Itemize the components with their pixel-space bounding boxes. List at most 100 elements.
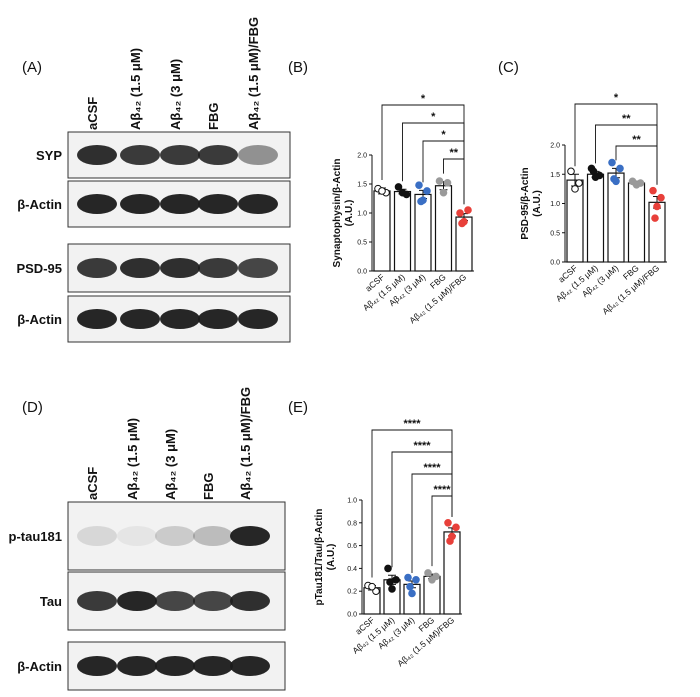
significance-label: * [431,111,436,123]
data-point [439,188,448,197]
blot-band [77,591,117,611]
bar [607,172,625,263]
y-tick-label: 1.0 [550,201,560,208]
data-point [608,158,616,167]
blot-band [77,145,117,165]
significance-bracket [431,495,453,567]
data-point [567,167,575,176]
data-point [443,179,452,187]
blot-band [160,194,200,214]
blot-band [193,591,233,611]
data-point [649,186,657,195]
significance-label: * [421,93,426,105]
blot-band [238,309,278,329]
blot-band [117,591,157,611]
significance-label: **** [423,462,441,474]
lane-label: Aβ₄₂ (3 μM) [163,429,178,500]
panel-label: (D) [22,399,43,416]
significance-bracket [402,122,465,205]
blot-band [160,309,200,329]
significance-label: * [441,129,446,141]
blot-band [193,656,233,676]
y-tick-label: 1.0 [357,211,367,218]
row-label: β-Actin [17,312,62,327]
y-axis-label: (A.U.) [326,544,337,571]
data-point [408,589,416,598]
blot-band [120,258,160,278]
data-point [424,569,432,577]
blot-band [155,526,195,546]
data-point [368,582,376,591]
data-point [394,183,403,191]
blot-band [238,145,278,165]
data-point [657,193,665,202]
blot-band [238,258,278,278]
data-point [653,202,661,211]
lane-label: FBG [201,473,216,500]
data-point [417,197,425,206]
data-point [452,523,460,532]
y-tick-label: 1.5 [357,182,367,189]
blot-band [155,656,195,676]
data-point [464,206,472,214]
data-point [398,188,407,197]
data-point [406,582,414,591]
blot-band [77,194,117,214]
data-point [388,585,396,593]
lane-label: Aβ₄₂ (1.5 μM)/FBG [246,17,261,130]
data-point [384,564,392,573]
lane-label: Aβ₄₂ (1.5 μM)/FBG [238,387,253,500]
blot-band [155,591,195,611]
blot-band [77,258,117,278]
data-point [423,187,431,195]
y-tick-label: 0.6 [347,543,357,550]
y-tick-label: 0.2 [347,589,357,596]
blot-band [198,194,238,214]
row-label: β-Actin [17,197,62,212]
row-label: β-Actin [17,659,62,674]
blot-band [230,656,270,676]
significance-bracket [411,473,453,573]
blot-band [230,526,270,546]
row-label: PSD-95 [16,261,62,276]
y-tick-label: 0.5 [550,230,560,237]
row-label: SYP [36,148,62,163]
blot-band [238,194,278,214]
lane-label: aCSF [85,97,100,130]
panel-label: (C) [498,59,519,76]
bar [648,201,666,263]
y-tick-label: 0.8 [347,520,357,527]
lane-label: Aβ₄₂ (1.5 μM) [125,418,140,500]
significance-bracket [595,124,658,185]
significance-label: ** [449,147,458,159]
blot-band [77,656,117,676]
bar [393,190,412,272]
data-point [575,179,583,187]
significance-label: **** [433,484,451,496]
blot-band [77,526,117,546]
bar [586,173,605,263]
data-point [435,177,444,185]
y-tick-label: 1.5 [550,172,560,179]
y-axis-label: pTau181/Tau/β-Actin [314,509,325,606]
blot-band [193,526,233,546]
data-point [651,214,659,222]
y-tick-label: 0.0 [357,269,367,276]
blot-band [120,145,160,165]
y-tick-label: 0.5 [357,240,367,247]
data-point [412,576,420,584]
significance-bracket [615,145,658,185]
y-axis-label: (A.U.) [344,200,355,227]
significance-label: **** [403,418,421,430]
data-point [428,576,436,584]
row-label: Tau [40,594,62,609]
y-tick-label: 0.0 [550,260,560,267]
lane-label: Aβ₄₂ (1.5 μM) [128,48,143,130]
data-point [444,519,452,527]
significance-label: ** [632,134,641,146]
blot-band [77,309,117,329]
blot-band [198,145,238,165]
data-point [456,209,464,217]
bar [434,185,453,272]
